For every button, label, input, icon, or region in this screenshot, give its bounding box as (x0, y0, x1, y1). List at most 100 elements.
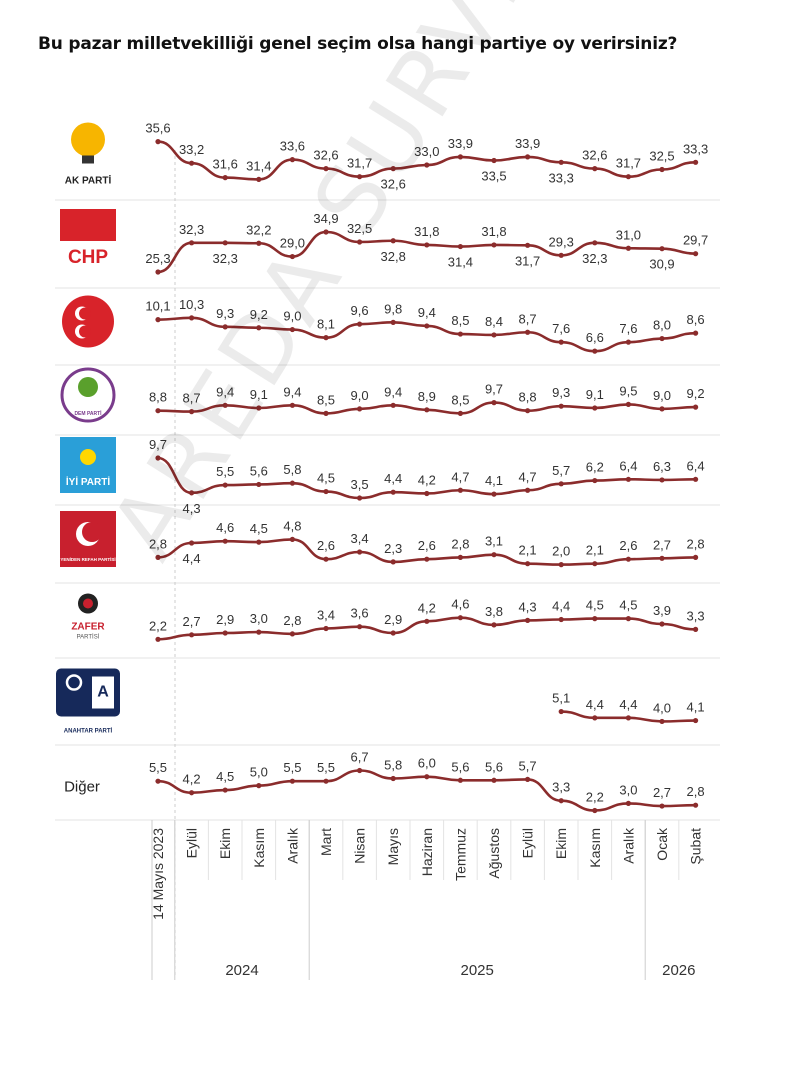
data-point (693, 404, 699, 410)
series-8: 5,5 4,2 4,5 5,0 5,5 5,5 6,7 5,8 6,0 5,6 5,6 5,7 3,3 2… (149, 750, 705, 814)
x-tick-label: Nisan (352, 828, 368, 864)
data-point (693, 476, 699, 482)
data-label: 3,0 (250, 611, 268, 626)
data-point (357, 495, 363, 501)
data-label: 9,7 (485, 382, 503, 397)
data-label: 33,9 (515, 136, 540, 151)
data-label: 2,7 (653, 785, 671, 800)
data-label: 2,9 (384, 612, 402, 627)
data-point (525, 487, 531, 493)
data-label: 4,5 (586, 598, 604, 613)
data-label: 31,4 (448, 255, 473, 270)
series-name: Diğer (64, 779, 100, 796)
data-point (424, 323, 430, 329)
data-label: 5,6 (250, 463, 268, 478)
data-label: 8,8 (149, 390, 167, 405)
data-label: 8,1 (317, 317, 335, 332)
data-label: 4,8 (283, 518, 301, 533)
data-point (424, 490, 430, 497)
series-name-sub: PARTİSİ (77, 634, 100, 641)
data-label: 9,0 (653, 388, 671, 403)
chp-logo: CHP (60, 209, 116, 268)
data-point (457, 487, 463, 493)
x-tick-label: Ekim (553, 828, 569, 859)
data-label: 9,4 (216, 384, 234, 399)
data-label: 4,2 (418, 472, 436, 487)
data-point (424, 774, 430, 780)
data-label: 9,5 (619, 383, 637, 398)
data-label: 9,2 (250, 307, 268, 322)
data-point (222, 787, 228, 793)
data-point (424, 242, 430, 248)
mhp-icon (62, 295, 114, 348)
data-label: 32,2 (246, 222, 271, 237)
data-label: 33,2 (179, 142, 204, 157)
data-label: 25,3 (145, 251, 170, 266)
data-label: 4,4 (183, 551, 201, 566)
data-point (491, 332, 497, 338)
data-label: 31,7 (347, 156, 372, 171)
data-point (525, 561, 531, 567)
data-label: 6,6 (586, 330, 604, 345)
dem-parti-logo: DEM PARTİ (60, 367, 116, 423)
data-label: 3,3 (687, 608, 705, 623)
x-tick-label: Eylül (184, 828, 200, 858)
data-point (558, 562, 564, 568)
data-point (659, 406, 665, 412)
data-point (323, 556, 329, 562)
ak-parti-logo: AK PARTİ (65, 122, 111, 187)
data-point (390, 238, 396, 244)
data-label: 3,3 (552, 780, 570, 795)
data-point (289, 778, 295, 784)
data-point (457, 331, 463, 337)
data-point (625, 401, 632, 407)
data-point (357, 239, 363, 245)
data-point (155, 455, 161, 461)
data-point (289, 402, 295, 408)
data-point (558, 616, 564, 623)
data-point (155, 778, 161, 784)
data-label: 32,5 (649, 149, 674, 164)
data-label: 5,6 (451, 759, 469, 774)
data-point (625, 245, 632, 251)
data-label: 31,7 (616, 156, 641, 171)
data-label: 4,3 (519, 599, 537, 614)
data-label: 8,6 (687, 312, 705, 327)
data-label: 2,9 (216, 612, 234, 627)
data-label: 32,6 (582, 148, 607, 163)
data-point (592, 616, 598, 622)
data-label: 3,5 (351, 477, 369, 492)
data-label: 2,7 (653, 537, 671, 552)
data-point (491, 491, 497, 497)
data-label: 2,8 (687, 536, 705, 551)
data-point (592, 166, 598, 172)
data-point (693, 717, 699, 724)
data-label: 9,1 (586, 387, 604, 402)
data-point (189, 315, 195, 321)
data-label: 9,0 (351, 388, 369, 403)
data-label: 32,3 (213, 251, 238, 266)
data-point (289, 631, 295, 637)
data-point (289, 536, 295, 543)
data-label: 31,0 (616, 227, 641, 242)
data-point (357, 624, 363, 630)
x-tick-label: Ağustos (486, 828, 502, 879)
data-point (390, 319, 396, 325)
data-label: 10,1 (145, 299, 170, 314)
data-label: 8,9 (418, 389, 436, 404)
series-name: DEM PARTİ (74, 410, 102, 417)
data-point (256, 405, 262, 411)
chart-title: Bu pazar milletvekilliği genel seçim ols… (38, 34, 678, 54)
data-label: 33,5 (481, 169, 506, 184)
data-label: 4,0 (653, 700, 671, 715)
data-point (222, 630, 228, 636)
data-label: 9,8 (384, 301, 402, 316)
data-label: 6,3 (653, 459, 671, 474)
data-point (625, 715, 632, 721)
data-point (256, 783, 262, 789)
data-point (357, 549, 363, 555)
data-label: 5,5 (149, 760, 167, 775)
data-point (222, 538, 228, 544)
data-point (222, 175, 228, 181)
series-name: İYİ PARTİ (66, 475, 110, 488)
